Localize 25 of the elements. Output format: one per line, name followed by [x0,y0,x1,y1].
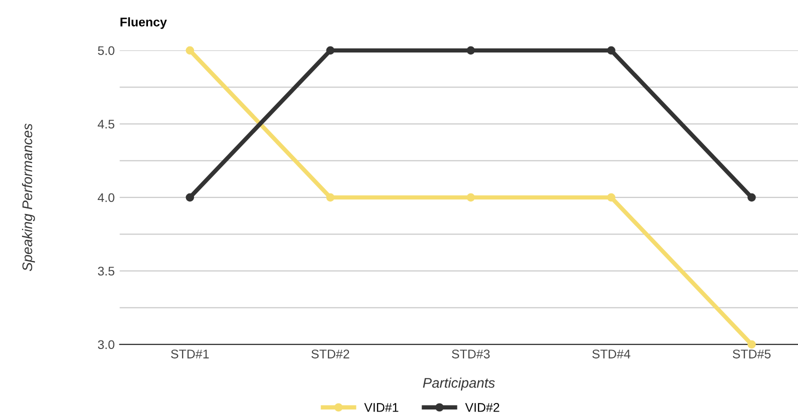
point [186,46,194,55]
point [466,193,475,202]
point [326,193,335,202]
y-axis-title: Speaking Performances [22,124,35,272]
x-tick-label: STD#2 [311,350,350,358]
chart-title: Fluency [120,17,167,29]
legend-label: VID#1 [364,403,398,412]
point [326,46,335,55]
point [466,46,475,55]
x-tick-label: STD#4 [592,350,630,358]
point [607,193,616,202]
point [747,193,756,202]
legend-label: VID#2 [465,403,500,412]
y-tick-label: 4.5 [98,120,114,129]
point [186,193,194,202]
y-tick-label: 3.5 [98,266,114,276]
x-tick-label: STD#3 [452,350,490,358]
y-tick-label: 4.0 [98,193,114,202]
x-tick-label: STD#5 [732,350,771,358]
point [607,46,616,55]
x-axis-title: Participants [422,378,495,391]
x-tick-label: STD#1 [171,350,209,358]
y-tick-label: 3.0 [98,340,114,350]
y-tick-label: 5.0 [98,46,114,56]
point [747,340,756,349]
